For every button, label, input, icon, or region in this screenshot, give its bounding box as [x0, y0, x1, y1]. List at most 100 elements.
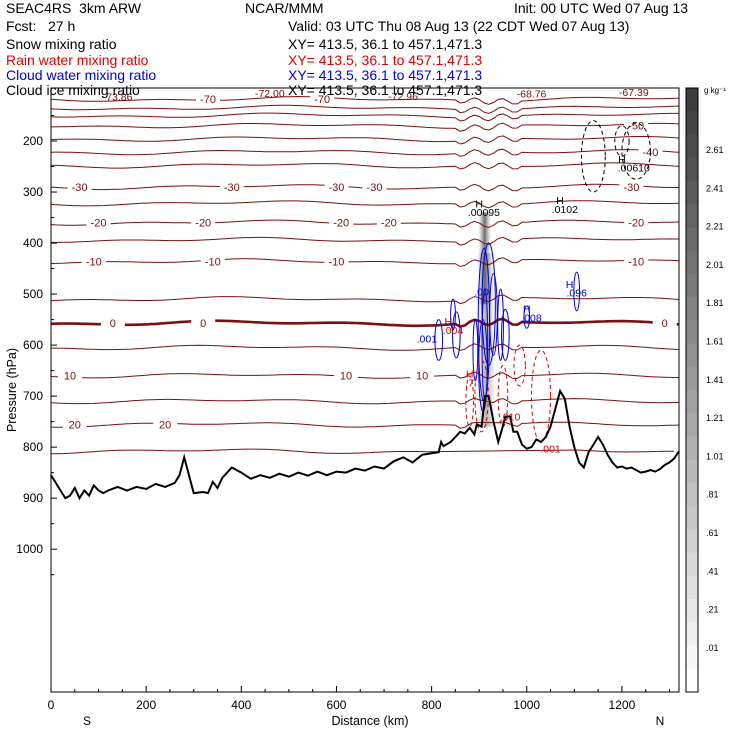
isotherm-layer: -70 -70-50-40-30 -30 -30 -30 -30-20 -20 -20 -20-… — [50, 93, 680, 455]
isotherm-label-bg — [191, 317, 216, 330]
colorbar: g kg⁻¹ 2.61 2.41 2.21 2.01 1.81 1.61 1.41 1.21 1.… — [685, 86, 726, 693]
rain-contour — [513, 344, 526, 387]
isotherm-label: -70 — [314, 94, 330, 106]
field-annotation: .010 — [500, 412, 521, 424]
isotherm-label: -30 — [623, 182, 639, 194]
isotherm-label-bg — [324, 180, 349, 193]
field-annotation: H — [566, 279, 574, 291]
isotherm-line — [50, 200, 680, 209]
x-tick-label: 600 — [326, 698, 346, 712]
cloud-water-contour — [450, 298, 456, 331]
colorbar-segment — [686, 529, 698, 554]
colorbar-segment — [686, 273, 698, 298]
cloud-water-contour — [523, 305, 531, 329]
isotherm-label: 10 — [340, 371, 352, 383]
field-annotation: -72.96 — [388, 91, 418, 103]
colorbar-level-label: 2.61 — [706, 145, 724, 155]
isotherm-label: -30 — [72, 182, 88, 194]
colorbar-segment — [686, 204, 698, 228]
field-annotation: H — [556, 195, 564, 207]
colorbar-segment — [686, 668, 698, 693]
y-tick-label: 800 — [23, 440, 43, 454]
isotherm-label-bg — [58, 369, 83, 382]
colorbar-segment — [686, 366, 698, 391]
field-annotation: .001 — [540, 444, 561, 456]
colorbar-segment — [686, 436, 698, 461]
org-label: NCAR/MMM — [245, 0, 324, 16]
rain-contour — [531, 349, 552, 443]
isotherm-line — [50, 421, 680, 429]
colorbar-level-label: 1.41 — [706, 375, 724, 385]
field-name-cloud-water: Cloud water mixing ratio — [6, 67, 157, 83]
colorbar-level-label: 2.41 — [706, 183, 724, 193]
isotherm-line — [50, 135, 680, 145]
isotherm-label: 10 — [416, 371, 428, 383]
cloud-ice-contour — [580, 120, 606, 193]
cloud-water-contour — [481, 242, 496, 367]
isotherm-line — [50, 343, 680, 351]
field-annotation: H — [466, 369, 474, 381]
isotherm-label-bg — [153, 418, 178, 431]
isotherm-label-bg — [219, 180, 244, 193]
isotherm-line — [51, 122, 680, 132]
y-tick-label: 300 — [23, 185, 43, 199]
colorbar-level-label: .21 — [706, 605, 719, 615]
isotherm-label-bg — [362, 180, 387, 193]
isotherm-line — [50, 148, 680, 157]
isotherm-label: 10 — [64, 371, 76, 383]
y-axis-label: Pressure (hPa) — [5, 348, 19, 432]
field-annotation: .00610 — [618, 163, 650, 175]
isotherm-line — [50, 257, 680, 268]
colorbar-segment — [686, 320, 698, 345]
isotherm-label-bg — [329, 216, 354, 229]
isotherm-label-bg — [62, 418, 87, 431]
colorbar-segment — [686, 575, 698, 600]
isotherm-label: -10 — [205, 256, 221, 268]
isotherm-label-bg — [200, 255, 225, 268]
colorbar-level-label: .61 — [706, 528, 719, 538]
field-xy-rain: XY= 413.5, 36.1 to 457.1,471.3 — [288, 52, 483, 68]
isotherm-label: 20 — [159, 420, 171, 432]
cloud-water-contour — [489, 273, 498, 356]
cloud-water-contour — [497, 288, 504, 361]
colorbar-segment — [686, 250, 698, 275]
isotherm-label-bg — [67, 180, 92, 193]
y-tick-label: 700 — [23, 389, 43, 403]
isotherm-label-bg — [81, 255, 106, 268]
cloud-water-contour — [434, 319, 444, 361]
field-annotation: .00 — [474, 287, 489, 299]
x-tick-label: 200 — [136, 698, 156, 712]
x-end-label-south: S — [83, 714, 91, 728]
x-tick-label: 1200 — [609, 698, 636, 712]
isotherm-label: -70 — [200, 94, 216, 106]
isotherm-line — [51, 236, 679, 246]
isotherm-label-bg — [619, 180, 644, 193]
colorbar-segment — [686, 552, 698, 577]
model-title: SEAC4RS 3km ARW — [6, 0, 142, 16]
isotherm-line — [50, 95, 680, 105]
isotherm-label-bg — [191, 216, 216, 229]
isotherm-line — [50, 397, 680, 405]
isotherm-label-bg — [624, 119, 649, 132]
field-xy-cloud-ice: XY= 413.5, 36.1 to 457.1,471.3 — [288, 82, 483, 98]
field-annotation: .7 — [465, 377, 474, 389]
isotherm-label: -10 — [86, 256, 102, 268]
terrain-layer — [50, 388, 680, 501]
colorbar-segment — [686, 343, 698, 368]
cloud-ice-contour — [614, 125, 630, 157]
field-annotation: .001 — [417, 333, 438, 345]
valid-time: Valid: 03 UTC Thu 08 Aug 13 (22 CDT Wed … — [288, 18, 630, 34]
isotherm-line — [50, 162, 680, 170]
isotherm-line — [50, 371, 679, 380]
field-annotation: .004 — [443, 325, 464, 337]
isotherm-label: -20 — [91, 218, 107, 230]
colorbar-level-label: 1.81 — [706, 298, 724, 308]
colorbar-level-label: 1.61 — [706, 337, 724, 347]
field-annotation: H — [475, 198, 483, 210]
colorbar-level-label: 1.01 — [706, 451, 724, 461]
field-name-snow: Snow mixing ratio — [6, 36, 117, 52]
colorbar-segment — [686, 390, 698, 414]
isotherm-label: -10 — [628, 256, 644, 268]
colorbar-segment — [686, 180, 698, 205]
